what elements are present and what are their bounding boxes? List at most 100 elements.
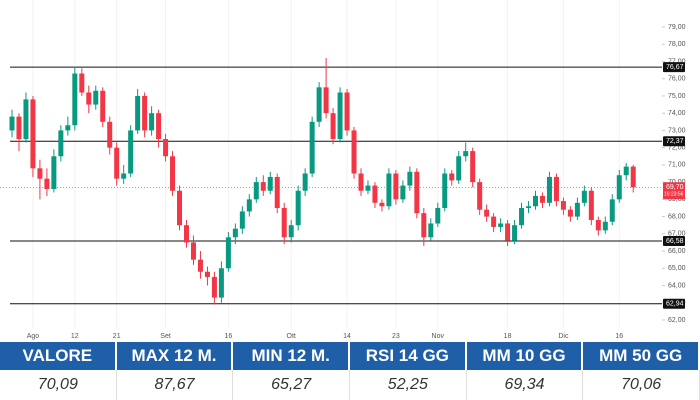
table-value: 52,25 (350, 370, 467, 400)
candle-body (260, 182, 266, 191)
candle-body (295, 190, 301, 226)
stats-table: VALORE MAX 12 M. MIN 12 M. RSI 14 GG MM 10 G… (0, 342, 700, 400)
x-tick-label: 18 (504, 333, 512, 340)
x-tick-label: Dic (558, 333, 569, 340)
candle-body (337, 92, 343, 140)
candle-body (623, 166, 629, 176)
y-tick-label: 76,00 (668, 76, 686, 83)
level-label: 76,67 (666, 64, 684, 71)
candle-body (574, 202, 580, 217)
candle-body (30, 99, 36, 169)
candle-body (351, 130, 357, 174)
candle-body (86, 92, 92, 105)
candle-body (121, 173, 127, 179)
table-value: 70,09 (0, 370, 117, 400)
y-tick-label: 71,00 (668, 162, 686, 169)
candle-body (498, 223, 504, 227)
candle-body (239, 211, 245, 229)
level-label: 62,94 (666, 301, 684, 308)
candle-body (218, 268, 224, 298)
candle-body (65, 125, 71, 131)
candle-body (470, 151, 476, 183)
candle-body (581, 190, 587, 203)
candle-body (456, 156, 462, 181)
chart: Ago1221Set16Ott1423Nov18Dic1662,0063,006… (0, 0, 686, 340)
table-header: RSI 14 GG (349, 342, 467, 370)
table-header: MIN 12 M. (233, 342, 350, 370)
y-tick-label: 72,00 (668, 144, 686, 151)
candle-body (567, 209, 573, 217)
candle-body (400, 185, 406, 200)
candle-body (484, 209, 490, 217)
candle-body (114, 147, 120, 179)
y-tick-label: 68,00 (668, 213, 686, 220)
candle-body (79, 73, 85, 93)
table-value: 69,34 (467, 370, 584, 400)
x-tick-label: 14 (343, 333, 351, 340)
candle-body (553, 176, 559, 202)
y-tick-label: 65,00 (668, 265, 686, 272)
candle-body (386, 173, 392, 207)
candle-body (463, 151, 469, 157)
candle-body (16, 116, 22, 140)
candle-body (184, 225, 189, 243)
candle-body (491, 216, 497, 227)
candle-body (316, 87, 322, 122)
y-tick-label: 74,00 (668, 110, 686, 117)
candle-body (539, 195, 545, 203)
candle-body (302, 173, 308, 191)
y-tick-label: 79,00 (668, 24, 686, 31)
table-value: 65,27 (233, 370, 350, 400)
x-tick-label: Ott (287, 333, 296, 340)
table-header: MM 10 GG (466, 342, 584, 370)
candle-body (211, 276, 217, 298)
x-tick-label: 12 (71, 333, 79, 340)
candle-body (595, 220, 601, 231)
level-label: 66,58 (666, 238, 684, 245)
last-price-time: 16:23:56 (664, 192, 684, 198)
candle-body (616, 175, 622, 200)
candle-body (393, 173, 399, 200)
candle-body (519, 207, 525, 226)
candle-body (72, 73, 78, 126)
candle-body (512, 225, 518, 241)
candle-body (135, 95, 141, 131)
level-label-box (663, 298, 685, 309)
candle-body (560, 201, 566, 210)
y-tick-label: 67,00 (668, 231, 686, 238)
candle-body (407, 171, 413, 186)
level-label-box (663, 136, 685, 147)
candle-body (93, 90, 99, 105)
candle-body (588, 190, 594, 221)
x-tick-label: Set (160, 333, 171, 340)
candle-body (163, 139, 169, 157)
candle-body (274, 176, 280, 208)
level-label: 72,37 (666, 138, 684, 145)
x-tick-label: 16 (615, 333, 623, 340)
y-tick-label: 69,00 (668, 196, 686, 203)
candle-body (602, 221, 608, 231)
candle-body (100, 90, 106, 122)
candle-body (232, 228, 238, 238)
candle-body (177, 190, 183, 226)
candle-body (37, 168, 43, 179)
x-tick-label: 21 (113, 333, 121, 340)
table-value: 70,06 (583, 370, 700, 400)
candle-body (9, 116, 15, 131)
candle-body (170, 156, 176, 191)
y-tick-label: 75,00 (668, 93, 686, 100)
candle-body (533, 195, 538, 207)
candle-body (330, 113, 336, 140)
candle-body (372, 185, 378, 203)
table-header: MM 50 GG (583, 342, 700, 370)
y-tick-label: 73,00 (668, 127, 686, 134)
candle-body (309, 121, 315, 174)
table-header: MAX 12 M. (116, 342, 234, 370)
level-label-box (663, 62, 685, 73)
candle-body (288, 225, 294, 238)
candle-body (435, 207, 441, 224)
y-tick-label: 77,00 (668, 58, 686, 65)
level-label-box (663, 236, 685, 247)
candle-body (442, 173, 448, 208)
